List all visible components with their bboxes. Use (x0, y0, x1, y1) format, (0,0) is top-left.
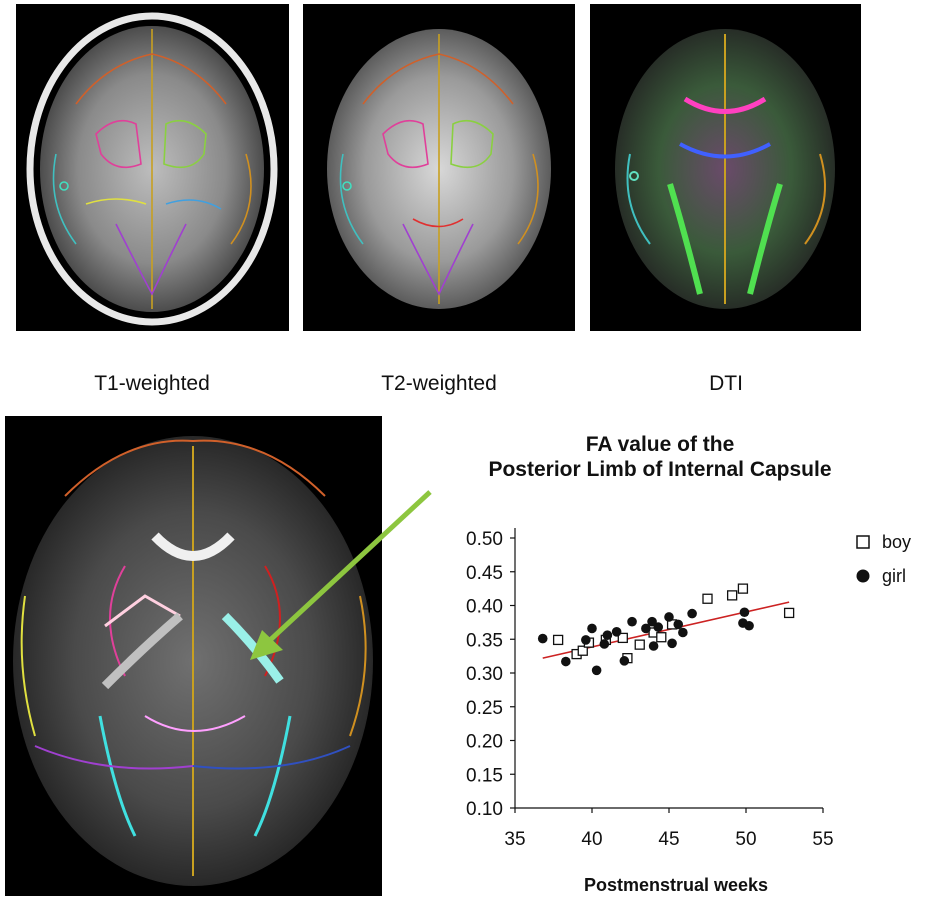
dti-panel (590, 4, 861, 331)
chart-title-line-1: FA value of the (585, 433, 735, 456)
t2-weighted-panel (303, 4, 575, 331)
y-tick-label: 0.20 (466, 732, 503, 753)
data-point-girl (673, 619, 684, 630)
data-point-girl (744, 620, 754, 631)
data-point-girl (664, 612, 674, 622)
data-point-girl (587, 623, 597, 634)
y-tick-label: 0.50 (466, 529, 503, 550)
pointer-arrow-shaft (266, 490, 432, 644)
data-point-girl (627, 616, 637, 627)
data-point-girl (687, 608, 697, 619)
x-tick-label: 55 (812, 829, 833, 850)
data-point-girl (678, 627, 688, 638)
dti-color-map-icon (615, 29, 835, 309)
y-tick-label: 0.10 (466, 799, 503, 820)
data-point-boy (702, 593, 713, 604)
data-point-boy (726, 590, 738, 601)
t1-weighted-panel (16, 4, 289, 331)
x-axis-title: Postmenstrual weeks (584, 875, 768, 895)
data-point-boy (634, 639, 645, 650)
data-point-girl (591, 665, 602, 676)
x-tick-label: 50 (735, 829, 756, 850)
data-point-girl (602, 630, 613, 640)
y-tick-label: 0.30 (466, 664, 503, 685)
x-tick-label: 45 (658, 829, 679, 850)
legend-label-girl: girl (882, 566, 906, 586)
data-point-girl (561, 656, 571, 667)
x-tick-label: 35 (504, 829, 525, 850)
pointer-arrow-head (250, 630, 283, 660)
data-point-girl (648, 641, 659, 651)
legend-label-boy: boy (882, 532, 911, 552)
data-point-girl (619, 656, 630, 666)
data-point-girl (653, 622, 664, 632)
chart-title: FA value of the Posterior Limb of Intern… (420, 432, 900, 482)
chart-title-line-2: Posterior Limb of Internal Capsule (488, 458, 832, 481)
y-tick-label: 0.15 (466, 765, 503, 786)
x-tick-label: 40 (581, 829, 602, 850)
caption-t1-weighted: T1-weighted (94, 372, 210, 395)
data-point-girl (647, 616, 657, 627)
y-tick-label: 0.35 (466, 630, 503, 651)
data-point-girl (641, 623, 651, 634)
data-point-girl (581, 635, 591, 645)
chart-legend: boy girl (856, 532, 911, 586)
data-point-boy (656, 632, 667, 643)
data-point-girl (667, 638, 677, 649)
caption-dti: DTI (709, 372, 743, 395)
y-tick-label: 0.45 (466, 563, 503, 584)
data-point-girl (739, 607, 750, 618)
data-point-boy (552, 634, 564, 646)
t1-weighted-brain-mri-icon (26, 12, 278, 326)
data-point-boy (737, 583, 749, 594)
data-point-girl (537, 633, 548, 644)
data-point-boy (783, 607, 795, 619)
fa-map-with-atlas-overlay-icon (13, 436, 373, 886)
y-tick-label: 0.25 (466, 698, 503, 719)
t2-weighted-brain-mri-icon (327, 29, 551, 309)
legend-marker-boy (856, 535, 870, 549)
legend-marker-girl (856, 569, 870, 583)
fa-map-panel (5, 416, 382, 896)
pointer-arrow (250, 490, 432, 660)
data-point-girl (611, 627, 622, 637)
y-tick-label: 0.40 (466, 597, 503, 618)
caption-t2-weighted: T2-weighted (381, 372, 497, 395)
data-point-girl (599, 639, 610, 649)
data-point-boy (577, 645, 588, 656)
data-point-boy (617, 632, 628, 644)
